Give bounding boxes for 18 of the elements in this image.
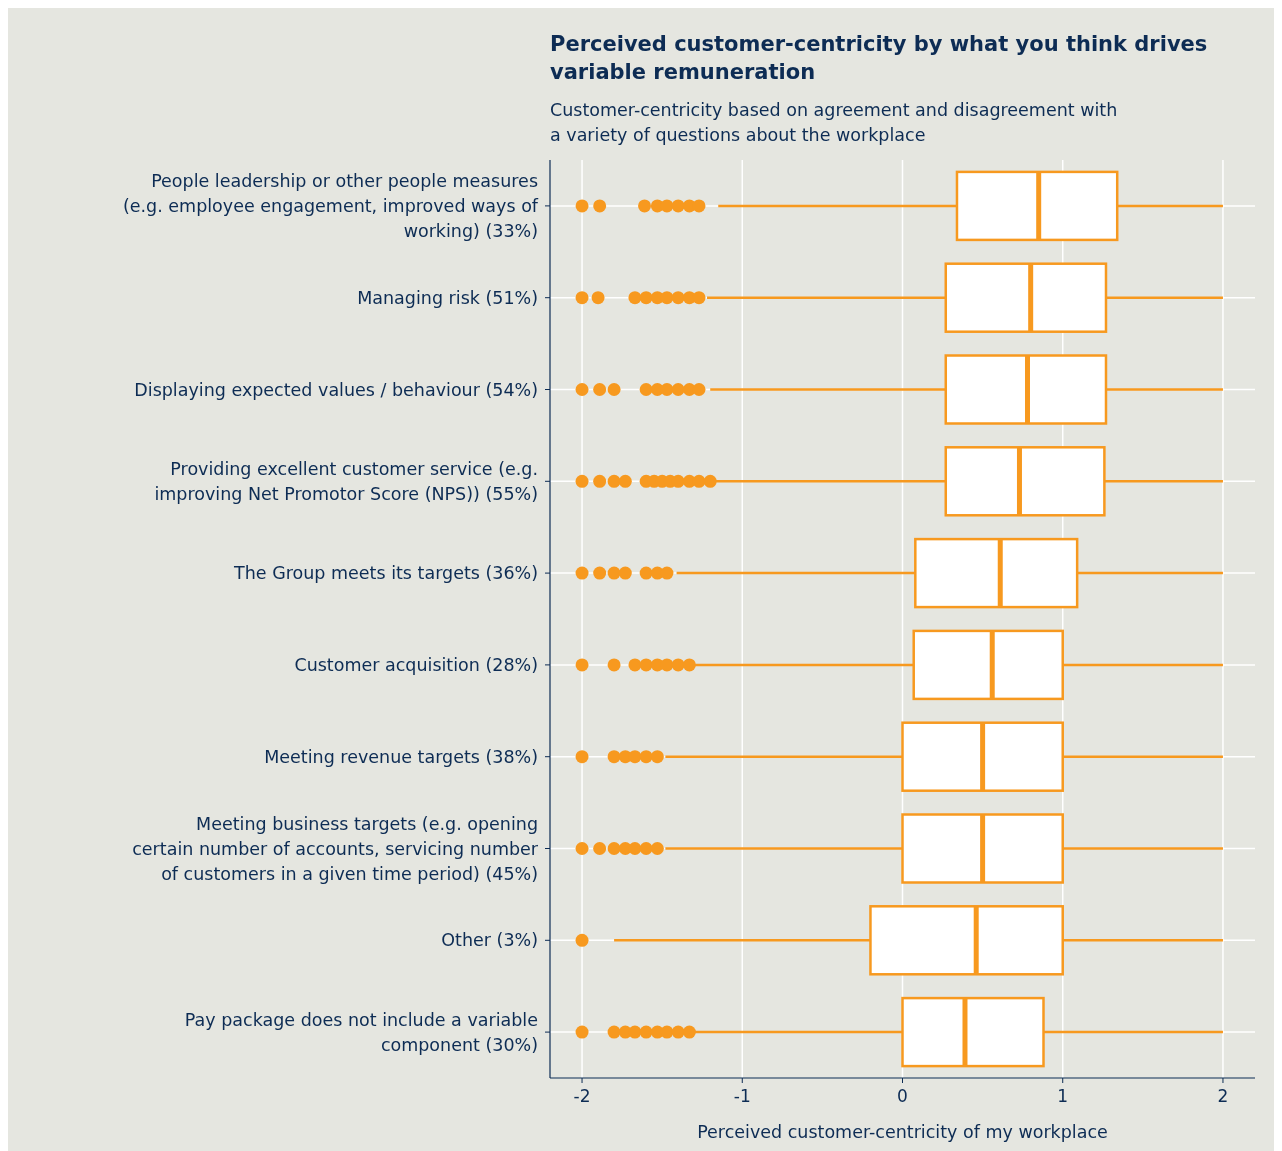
chart-subtitle: Customer-centricity based on agreement and disagreement with a variety of questions about the workplace: [550, 100, 1118, 145]
y-tick-label: Other (3%): [441, 930, 538, 951]
chart-title: Perceived customer-centricity by what you think drives variable remuneration: [550, 32, 1208, 84]
y-tick-label: Meeting business targets (e.g. opening certain number of accounts, servicing number of customers in a given time period) (45%): [132, 813, 539, 884]
y-tick-label: Providing excellent customer service (e.g. improving Net Promotor Score (NPS)) (55%): [154, 458, 538, 504]
y-tick-label: Pay package does not include a variable component (30%): [184, 1009, 538, 1055]
y-tick-label: Displaying expected values / behaviour (54%): [134, 379, 538, 400]
x-tick-label: -2: [573, 1086, 591, 1106]
y-tick-label: People leadership or other people measures (e.g. employee engagement, improved ways of working) (33%): [122, 170, 539, 241]
x-tick-label: 0: [897, 1086, 908, 1106]
x-tick-label: 2: [1217, 1086, 1229, 1106]
y-tick-label: Managing risk (51%): [357, 287, 538, 308]
x-axis-title: Perceived customer-centricity of my workplace: [697, 1122, 1108, 1142]
y-tick-label: The Group meets its targets (36%): [233, 563, 538, 584]
y-tick-label: Customer acquisition (28%): [294, 654, 538, 675]
y-tick-label: Meeting revenue targets (38%): [264, 746, 538, 767]
x-tick-label: 1: [1057, 1086, 1069, 1106]
x-tick-label: -1: [733, 1086, 751, 1106]
